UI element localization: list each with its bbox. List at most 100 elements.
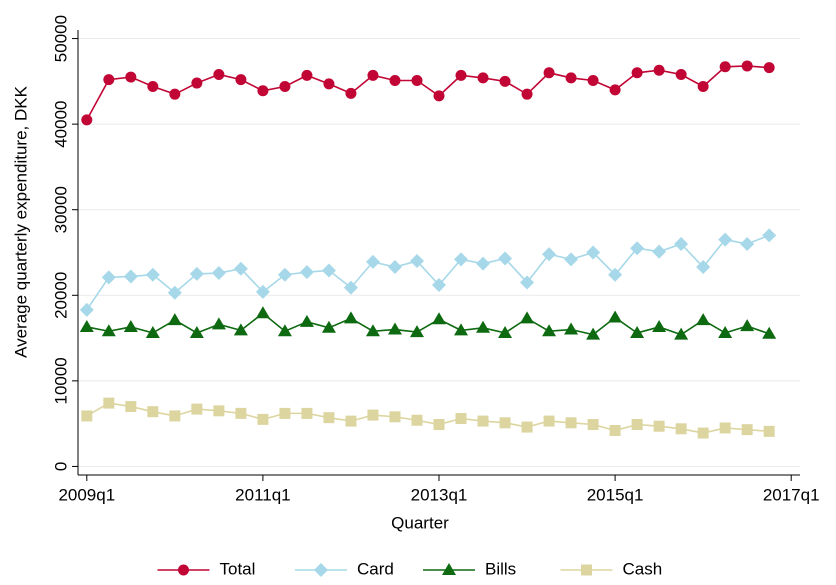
marker — [675, 69, 687, 80]
marker — [521, 88, 533, 100]
marker — [79, 319, 94, 332]
marker — [442, 563, 456, 575]
marker — [630, 241, 645, 256]
marker — [653, 420, 665, 432]
marker — [147, 406, 159, 418]
marker — [411, 414, 423, 426]
marker — [323, 412, 335, 424]
marker — [145, 325, 160, 338]
marker — [389, 411, 401, 423]
marker — [581, 564, 592, 576]
marker — [167, 313, 182, 326]
marker — [233, 323, 248, 336]
y-tick-label: 10000 — [51, 357, 70, 404]
marker — [299, 265, 314, 280]
y-tick-label: 0 — [51, 462, 70, 471]
marker — [697, 80, 709, 92]
marker — [233, 261, 248, 276]
marker — [387, 260, 402, 275]
marker — [521, 421, 533, 433]
marker — [211, 317, 226, 330]
series — [81, 397, 775, 439]
legend-item: Bills — [423, 559, 516, 578]
marker — [696, 313, 711, 326]
marker — [631, 67, 643, 79]
marker — [101, 324, 116, 337]
marker — [587, 74, 599, 86]
marker — [433, 90, 445, 102]
marker — [255, 284, 270, 299]
marker — [367, 69, 379, 81]
marker — [123, 269, 138, 284]
marker — [409, 325, 424, 338]
marker — [543, 415, 555, 427]
marker — [321, 263, 336, 278]
marker — [213, 405, 225, 417]
marker — [587, 419, 599, 431]
marker — [719, 61, 731, 73]
marker — [542, 324, 557, 337]
marker — [498, 251, 513, 266]
marker — [674, 327, 689, 340]
marker — [543, 67, 555, 79]
marker — [609, 84, 621, 96]
marker — [652, 319, 667, 332]
marker — [277, 267, 292, 282]
marker — [763, 62, 775, 74]
marker — [277, 324, 292, 337]
marker — [343, 280, 358, 295]
marker — [167, 285, 182, 300]
x-tick-label: 2013q1 — [411, 485, 468, 504]
legend-label: Card — [357, 559, 394, 578]
marker — [255, 306, 270, 319]
marker — [476, 256, 491, 271]
marker — [565, 72, 577, 84]
legend-label: Total — [220, 559, 256, 578]
marker — [101, 270, 116, 285]
marker — [147, 80, 159, 92]
marker — [257, 413, 269, 425]
marker — [79, 302, 94, 317]
marker — [586, 245, 601, 260]
marker — [125, 71, 137, 83]
marker — [123, 319, 138, 332]
marker — [455, 413, 467, 425]
legend-item: Total — [157, 559, 256, 578]
marker — [257, 85, 269, 97]
marker — [279, 407, 291, 419]
y-tick-label: 50000 — [51, 15, 70, 62]
marker — [718, 232, 733, 247]
y-tick-label: 30000 — [51, 186, 70, 233]
marker — [741, 424, 753, 436]
series-line — [86, 312, 770, 336]
marker — [499, 75, 511, 87]
marker — [169, 410, 181, 422]
marker — [718, 325, 733, 338]
x-tick-label: 2017q1 — [763, 485, 820, 504]
marker — [314, 563, 328, 577]
marker — [477, 72, 489, 84]
marker — [608, 267, 623, 282]
x-tick-label: 2011q1 — [235, 485, 290, 504]
marker — [365, 254, 380, 269]
marker — [81, 114, 93, 126]
marker — [211, 266, 226, 281]
marker — [103, 397, 115, 409]
legend-item: Card — [295, 559, 394, 578]
marker — [477, 415, 489, 427]
series-line — [86, 402, 770, 434]
series — [79, 228, 777, 317]
legend-label: Cash — [623, 559, 663, 578]
series-line — [86, 234, 770, 311]
y-tick-label: 40000 — [51, 100, 70, 147]
marker — [652, 244, 667, 259]
marker — [279, 80, 291, 92]
marker — [345, 87, 357, 99]
marker — [586, 327, 601, 340]
marker — [235, 74, 247, 86]
marker — [191, 403, 203, 415]
marker — [565, 417, 577, 429]
marker — [564, 322, 579, 335]
marker — [343, 311, 358, 324]
marker — [520, 311, 535, 324]
